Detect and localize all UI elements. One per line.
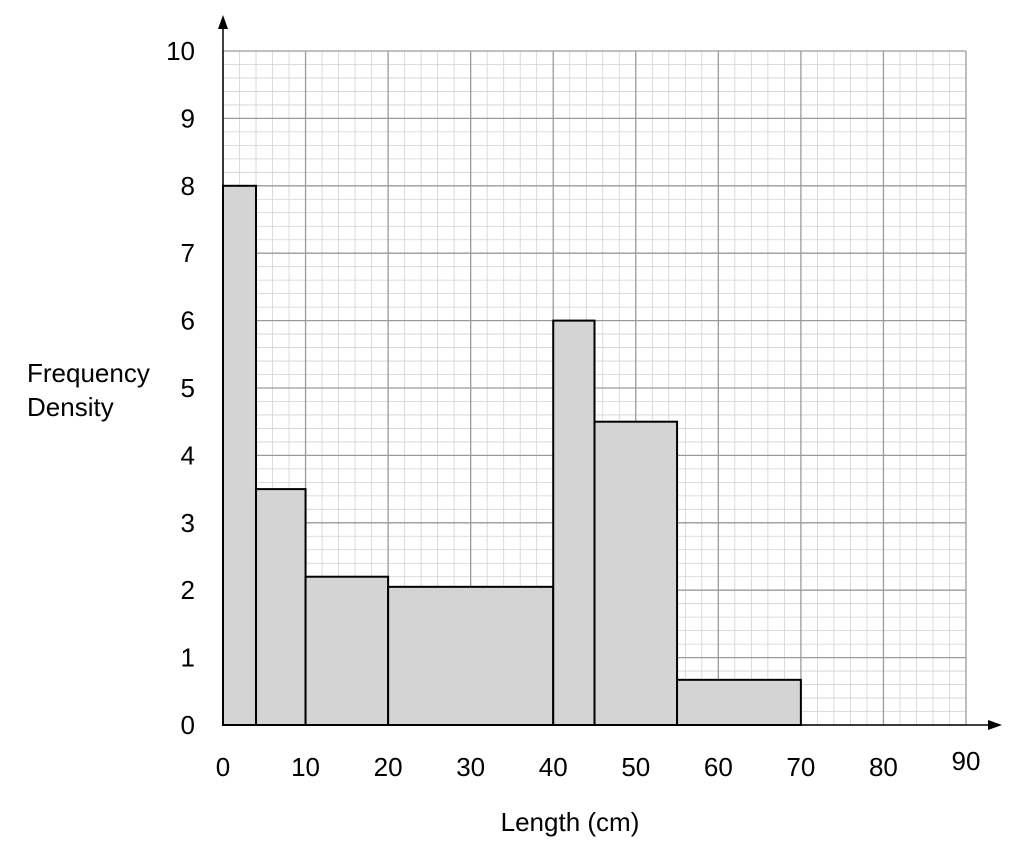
x-tick-label: 50 [621,752,650,782]
x-tick-label: 10 [291,752,320,782]
x-tick-label: 30 [456,752,485,782]
y-tick-label: 2 [181,575,195,605]
x-tick-labels: 0 10 20 30 40 50 60 70 80 90 [216,746,981,782]
y-tick-label: 4 [181,440,195,470]
y-tick-labels: 0 1 2 3 4 5 6 7 8 9 10 [166,36,195,740]
histogram-bar [222,184,258,727]
y-tick-label: 3 [181,508,195,538]
histogram-bars [222,184,802,727]
y-tick-label: 8 [181,171,195,201]
y-tick-label: 9 [181,103,195,133]
x-tick-label: 70 [786,752,815,782]
histogram-bar [387,585,555,727]
histogram-bar [676,678,802,726]
x-tick-label: 90 [952,746,981,776]
histogram-bar [255,488,307,726]
histogram-bar [304,575,390,726]
histogram-bar [593,420,679,726]
y-tick-label: 10 [166,36,195,66]
histogram-bar [552,319,596,726]
x-tick-label: 40 [539,752,568,782]
y-tick-label: 1 [181,643,195,673]
y-axis-title-line-1: Frequency [27,358,150,388]
x-tick-label: 80 [869,752,898,782]
x-axis-arrowhead [988,720,1002,730]
y-tick-label: 0 [181,710,195,740]
y-tick-label: 7 [181,238,195,268]
x-tick-label: 60 [704,752,733,782]
axes [218,15,1002,730]
y-tick-label: 6 [181,306,195,336]
x-tick-label: 20 [374,752,403,782]
y-axis-arrowhead [218,15,228,29]
y-tick-label: 5 [181,373,195,403]
x-axis-title: Length (cm) [501,807,640,837]
x-tick-label: 0 [216,752,230,782]
y-axis-title-line-2: Density [27,392,114,422]
